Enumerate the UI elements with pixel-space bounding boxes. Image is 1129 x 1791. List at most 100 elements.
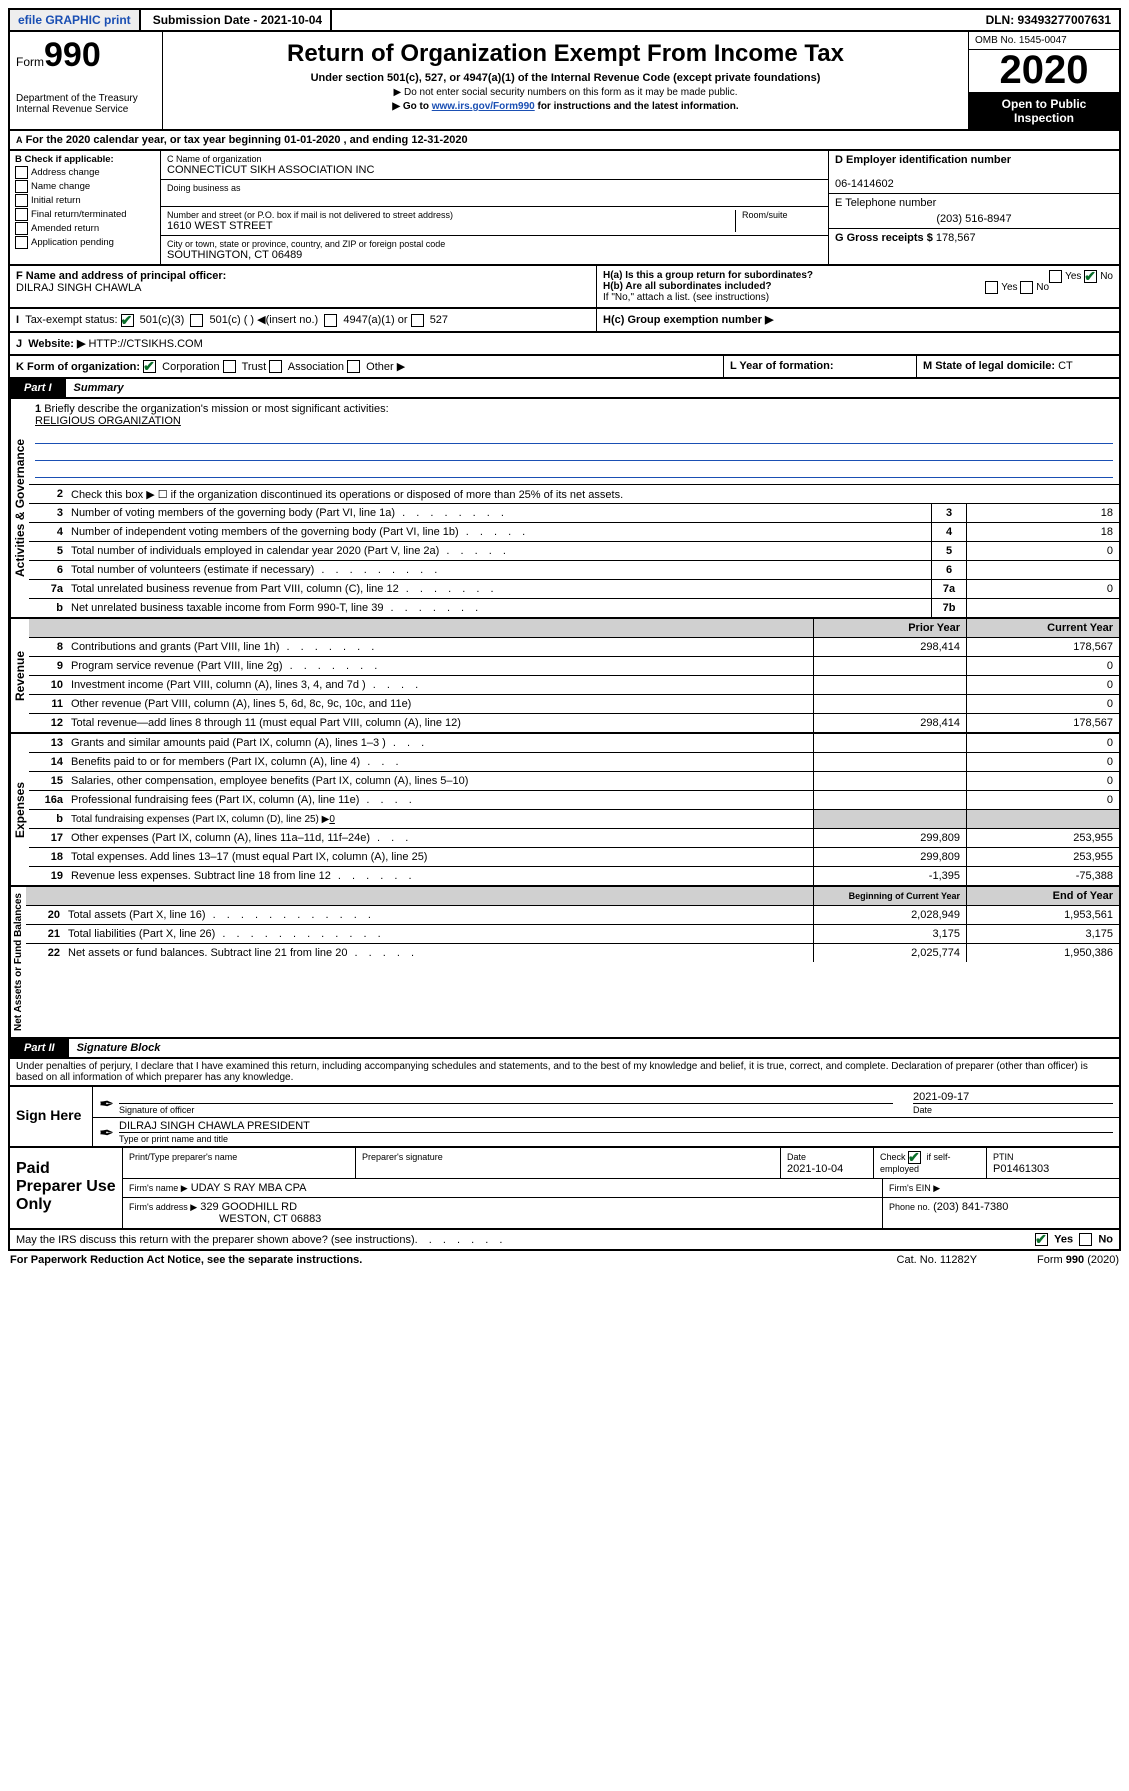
hb-yes[interactable] bbox=[985, 281, 998, 294]
side-balances: Net Assets or Fund Balances bbox=[10, 887, 26, 1037]
line6: Total number of volunteers (estimate if … bbox=[67, 562, 931, 578]
line3: Number of voting members of the governin… bbox=[67, 505, 931, 521]
form-footer: Form 990 (2020) bbox=[1037, 1254, 1119, 1266]
sig-officer-label: Signature of officer bbox=[119, 1103, 893, 1115]
firm-phone: (203) 841-7380 bbox=[933, 1201, 1008, 1213]
chk-initial-return[interactable] bbox=[15, 194, 28, 207]
org-name-label: C Name of organization bbox=[167, 154, 822, 164]
part2-title: Signature Block bbox=[69, 1039, 169, 1057]
efile-print[interactable]: efile GRAPHIC print bbox=[10, 10, 141, 30]
chk-501c[interactable] bbox=[190, 314, 203, 327]
street-label: Number and street (or P.O. box if mail i… bbox=[167, 210, 735, 220]
paid-preparer-label: Paid Preparer Use Only bbox=[10, 1148, 123, 1228]
form-title: Return of Organization Exempt From Incom… bbox=[173, 40, 958, 68]
chk-final-return[interactable] bbox=[15, 208, 28, 221]
discuss-no[interactable] bbox=[1079, 1233, 1092, 1246]
val5: 0 bbox=[966, 542, 1119, 560]
line10: Investment income (Part VIII, column (A)… bbox=[67, 677, 813, 693]
chk-501c3[interactable] bbox=[121, 314, 134, 327]
cat-no: Cat. No. 11282Y bbox=[897, 1254, 978, 1266]
ein-value: 06-1414602 bbox=[835, 178, 894, 190]
street-address: 1610 WEST STREET bbox=[167, 220, 735, 232]
line15: Salaries, other compensation, employee b… bbox=[67, 773, 813, 789]
city-label: City or town, state or province, country… bbox=[167, 239, 822, 249]
side-revenue: Revenue bbox=[10, 619, 29, 732]
chk-association[interactable] bbox=[269, 360, 282, 373]
prep-name-label: Print/Type preparer's name bbox=[129, 1152, 237, 1162]
prior-year-head: Prior Year bbox=[813, 619, 966, 637]
topbar: efile GRAPHIC print Submission Date - 20… bbox=[8, 8, 1121, 32]
tax-period: A For the 2020 calendar year, or tax yea… bbox=[8, 131, 1121, 151]
hc-label: H(c) Group exemption number ▶ bbox=[603, 314, 773, 326]
side-activities: Activities & Governance bbox=[10, 399, 29, 617]
line7a: Total unrelated business revenue from Pa… bbox=[67, 581, 931, 597]
val4: 18 bbox=[966, 523, 1119, 541]
website-url[interactable]: HTTP://CTSIKHS.COM bbox=[88, 338, 202, 350]
line12: Total revenue—add lines 8 through 11 (mu… bbox=[67, 715, 813, 731]
city-state-zip: SOUTHINGTON, CT 06489 bbox=[167, 249, 822, 261]
prep-date: 2021-10-04 bbox=[787, 1163, 843, 1175]
val7b bbox=[966, 599, 1119, 617]
hb-label: H(b) Are all subordinates included? bbox=[603, 281, 772, 292]
part2-tab: Part II bbox=[10, 1039, 69, 1057]
line18: Total expenses. Add lines 13–17 (must eq… bbox=[67, 849, 813, 865]
mission-value: RELIGIOUS ORGANIZATION bbox=[35, 415, 181, 427]
part1-title: Summary bbox=[66, 379, 132, 397]
end-year-head: End of Year bbox=[966, 887, 1119, 905]
ptin-value: P01461303 bbox=[993, 1163, 1049, 1175]
ha-yes[interactable] bbox=[1049, 270, 1062, 283]
chk-corporation[interactable] bbox=[143, 360, 156, 373]
chk-address-change[interactable] bbox=[15, 166, 28, 179]
form-header: Form990 Department of the Treasury Inter… bbox=[8, 32, 1121, 131]
open-public-badge: Open to Public Inspection bbox=[969, 93, 1119, 129]
val6 bbox=[966, 561, 1119, 579]
department: Department of the Treasury Internal Reve… bbox=[16, 93, 156, 115]
year-formation-label: L Year of formation: bbox=[730, 360, 834, 372]
chk-application-pending[interactable] bbox=[15, 236, 28, 249]
tax-year: 2020 bbox=[973, 50, 1115, 90]
form-number: Form990 bbox=[16, 36, 156, 75]
chk-name-change[interactable] bbox=[15, 180, 28, 193]
line11: Other revenue (Part VIII, column (A), li… bbox=[67, 696, 813, 712]
firm-name: UDAY S RAY MBA CPA bbox=[191, 1182, 307, 1194]
form-subtitle: Under section 501(c), 527, or 4947(a)(1)… bbox=[173, 72, 958, 84]
line2: Check this box ▶ ☐ if the organization d… bbox=[67, 486, 1119, 503]
hb-no[interactable] bbox=[1020, 281, 1033, 294]
mission-label: Briefly describe the organization's miss… bbox=[44, 403, 388, 415]
goto-note: ▶ Go to www.irs.gov/Form990 for instruct… bbox=[173, 101, 958, 112]
line22: Net assets or fund balances. Subtract li… bbox=[64, 945, 813, 961]
discuss-question: May the IRS discuss this return with the… bbox=[16, 1234, 415, 1246]
begin-year-head: Beginning of Current Year bbox=[813, 887, 966, 905]
line9: Program service revenue (Part VIII, line… bbox=[67, 658, 813, 674]
self-employed-label: Check if self-employed bbox=[880, 1152, 951, 1174]
ha-no[interactable] bbox=[1084, 270, 1097, 283]
chk-527[interactable] bbox=[411, 314, 424, 327]
line4: Number of independent voting members of … bbox=[67, 524, 931, 540]
prep-sig-label: Preparer's signature bbox=[362, 1152, 443, 1162]
firm-ein-label: Firm's EIN ▶ bbox=[889, 1183, 940, 1193]
chk-other[interactable] bbox=[347, 360, 360, 373]
domicile-value: CT bbox=[1058, 360, 1073, 372]
typed-name-label: Type or print name and title bbox=[119, 1132, 1113, 1144]
line21: Total liabilities (Part X, line 26) . . … bbox=[64, 926, 813, 942]
val3: 18 bbox=[966, 504, 1119, 522]
chk-amended-return[interactable] bbox=[15, 222, 28, 235]
website-label: Website: ▶ bbox=[28, 338, 85, 350]
discuss-yes[interactable] bbox=[1035, 1233, 1048, 1246]
phone-label: E Telephone number bbox=[835, 197, 936, 209]
ssn-note: ▶ Do not enter social security numbers o… bbox=[173, 87, 958, 98]
line17: Other expenses (Part IX, column (A), lin… bbox=[67, 830, 813, 846]
line5: Total number of individuals employed in … bbox=[67, 543, 931, 559]
officer-name: DILRAJ SINGH CHAWLA bbox=[16, 282, 142, 294]
chk-trust[interactable] bbox=[223, 360, 236, 373]
sign-date: 2021-09-17 bbox=[913, 1091, 1113, 1103]
gross-receipts-value: 178,567 bbox=[936, 232, 976, 244]
chk-self-employed[interactable] bbox=[908, 1151, 921, 1164]
line16b: Total fundraising expenses (Part IX, col… bbox=[67, 812, 813, 827]
firm-address2: WESTON, CT 06883 bbox=[219, 1213, 321, 1225]
part1-tab: Part I bbox=[10, 379, 66, 397]
tax-exempt-label: Tax-exempt status: bbox=[25, 314, 117, 326]
line16a: Professional fundraising fees (Part IX, … bbox=[67, 792, 813, 808]
irs-link[interactable]: www.irs.gov/Form990 bbox=[432, 101, 535, 112]
chk-4947[interactable] bbox=[324, 314, 337, 327]
